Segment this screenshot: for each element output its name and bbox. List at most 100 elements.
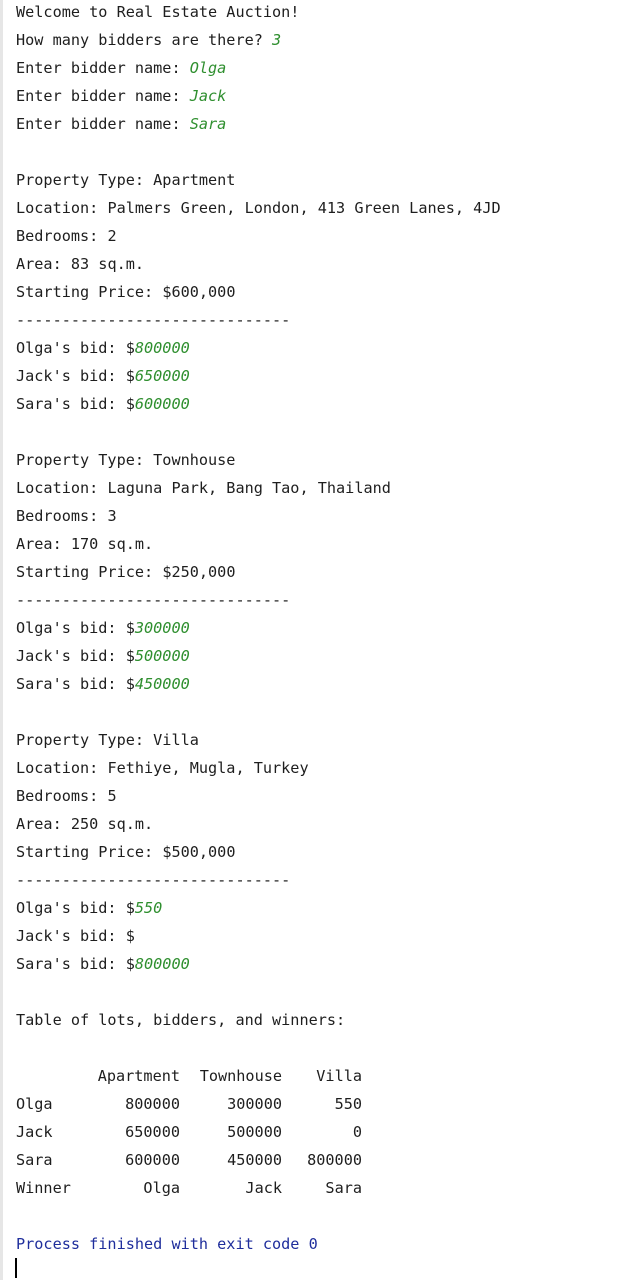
label: Location: <box>16 199 108 217</box>
location-line: Location: Palmers Green, London, 413 Gre… <box>16 196 617 224</box>
blank-line <box>16 980 617 1008</box>
table-row: Olga 800000 300000 550 <box>16 1092 617 1120</box>
bid-line: Olga's bid: $550 <box>16 896 617 924</box>
value: Palmers Green, London, 413 Green Lanes, … <box>107 199 501 217</box>
name-prompt: Enter bidder name: <box>16 87 190 105</box>
table-cell: 450000 <box>227 1151 282 1169</box>
bid-line: Sara's bid: $800000 <box>16 952 617 980</box>
bidder-name-input: Sara <box>189 115 227 133</box>
bidders-prompt: How many bidders are there? <box>16 31 273 49</box>
starting-price-line: Starting Price: $500,000 <box>16 840 617 868</box>
table-header-row: Apartment Townhouse Villa <box>16 1064 617 1092</box>
property-type-line: Property Type: Apartment <box>16 168 617 196</box>
table-row-winner: Winner Olga Jack Sara <box>16 1176 617 1204</box>
label: Bedrooms: <box>16 227 108 245</box>
label: Bedrooms: <box>16 507 108 525</box>
name-prompt: Enter bidder name: <box>16 59 190 77</box>
location-line: Location: Fethiye, Mugla, Turkey <box>16 756 617 784</box>
bid-input: 800000 <box>134 955 190 973</box>
value: Townhouse <box>153 451 236 469</box>
bid-label: Sara's bid: $ <box>16 955 135 973</box>
bidders-count-line: How many bidders are there? 3 <box>16 28 617 56</box>
value: 2 <box>107 227 117 245</box>
starting-price-line: Starting Price: $250,000 <box>16 560 617 588</box>
table-cell: 550 <box>334 1095 362 1113</box>
bedrooms-line: Bedrooms: 5 <box>16 784 617 812</box>
location-line: Location: Laguna Park, Bang Tao, Thailan… <box>16 476 617 504</box>
value: Apartment <box>153 171 236 189</box>
bid-label: Sara's bid: $ <box>16 395 135 413</box>
welcome-line: Welcome to Real Estate Auction! <box>16 3 300 21</box>
table-cell: 800000 <box>125 1095 180 1113</box>
label: Starting Price: <box>16 563 163 581</box>
blank-line <box>16 700 617 728</box>
table-cell: 300000 <box>227 1095 282 1113</box>
table-cell: Sara <box>325 1179 362 1197</box>
area-line: Area: 83 sq.m. <box>16 252 617 280</box>
bid-label: Olga's bid: $ <box>16 899 135 917</box>
row-label: Jack <box>16 1123 53 1141</box>
table-row: Jack 650000 500000 0 <box>16 1120 617 1148</box>
area-line: Area: 170 sq.m. <box>16 532 617 560</box>
bid-input: 800000 <box>134 339 190 357</box>
label: Bedrooms: <box>16 787 108 805</box>
bid-label: Olga's bid: $ <box>16 339 135 357</box>
separator: ------------------------------ <box>16 871 291 889</box>
table-cell: 0 <box>352 1123 362 1141</box>
bedrooms-line: Bedrooms: 2 <box>16 224 617 252</box>
bid-input: 450000 <box>134 675 190 693</box>
bid-line: Olga's bid: $800000 <box>16 336 617 364</box>
label: Property Type: <box>16 451 154 469</box>
row-label: Sara <box>16 1151 53 1169</box>
label: Location: <box>16 759 108 777</box>
value: 3 <box>107 507 117 525</box>
bid-line: Jack's bid: $ <box>16 924 617 952</box>
bidder-name-input: Olga <box>189 59 227 77</box>
table-title: Table of lots, bidders, and winners: <box>16 1011 346 1029</box>
bid-line: Jack's bid: $650000 <box>16 364 617 392</box>
blank-line <box>16 140 617 168</box>
bid-line: Olga's bid: $300000 <box>16 616 617 644</box>
header-cell: Townhouse <box>199 1067 282 1085</box>
label: Location: <box>16 479 108 497</box>
separator: ------------------------------ <box>16 591 291 609</box>
table-row: Sara 600000 450000 800000 <box>16 1148 617 1176</box>
row-label: Olga <box>16 1095 53 1113</box>
table-cell: Olga <box>143 1179 180 1197</box>
table-cell: 650000 <box>125 1123 180 1141</box>
header-cell <box>16 1064 88 1092</box>
bid-input: 650000 <box>134 367 190 385</box>
table-cell: 800000 <box>307 1151 362 1169</box>
value: 5 <box>107 787 117 805</box>
label: Property Type: <box>16 171 154 189</box>
bedrooms-line: Bedrooms: 3 <box>16 504 617 532</box>
bid-input: 300000 <box>134 619 190 637</box>
bid-label: Jack's bid: $ <box>16 367 135 385</box>
value: $600,000 <box>162 283 236 301</box>
name-prompt: Enter bidder name: <box>16 115 190 133</box>
blank-line <box>16 1204 617 1232</box>
area-line: Area: 250 sq.m. <box>16 812 617 840</box>
label: Area: <box>16 815 71 833</box>
bid-line: Jack's bid: $500000 <box>16 644 617 672</box>
label: Area: <box>16 535 71 553</box>
label: Starting Price: <box>16 843 163 861</box>
value: Villa <box>153 731 199 749</box>
process-finished-line: Process finished with exit code 0 <box>16 1235 318 1253</box>
header-cell: Villa <box>316 1067 362 1085</box>
value: Fethiye, Mugla, Turkey <box>107 759 309 777</box>
value: $250,000 <box>162 563 236 581</box>
table-cell: 500000 <box>227 1123 282 1141</box>
value: Laguna Park, Bang Tao, Thailand <box>107 479 391 497</box>
label: Property Type: <box>16 731 154 749</box>
bidder-name-line: Enter bidder name: Sara <box>16 112 617 140</box>
bid-input: 550 <box>134 899 163 917</box>
row-label: Winner <box>16 1179 71 1197</box>
blank-line <box>16 420 617 448</box>
bidder-name-line: Enter bidder name: Jack <box>16 84 617 112</box>
label: Starting Price: <box>16 283 163 301</box>
value: 250 sq.m. <box>70 815 154 833</box>
starting-price-line: Starting Price: $600,000 <box>16 280 617 308</box>
value: 170 sq.m. <box>70 535 154 553</box>
